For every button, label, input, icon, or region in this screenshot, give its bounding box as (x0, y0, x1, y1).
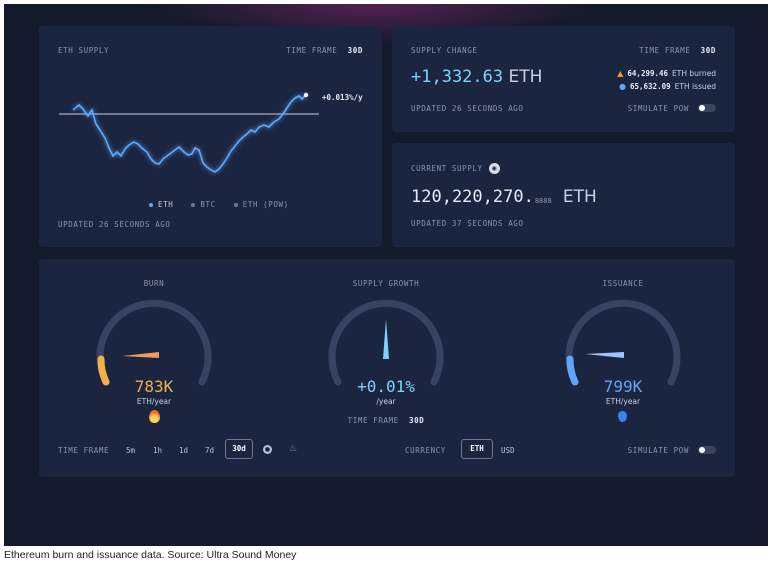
currency-usd[interactable]: USD (501, 446, 515, 455)
droplet-icon: ● (619, 82, 626, 91)
footer-simulate-pow-toggle[interactable] (698, 446, 716, 454)
fire-icon: ▲ (617, 69, 624, 78)
issuance-gauge-track (565, 299, 681, 386)
current-supply-card: CURRENT SUPPLY ◉ 120,220,270. 8888 ETH U… (392, 143, 735, 247)
eth-series-end-marker (303, 92, 309, 98)
current-supply-title: CURRENT SUPPLY (411, 164, 483, 173)
legend-item-eth[interactable]: ETH (149, 200, 173, 209)
simulate-pow-toggle[interactable] (698, 104, 716, 112)
burn-gauge-fill (97, 355, 110, 386)
supply-change-rate: +0.013%/y (322, 93, 363, 102)
issuance-needle (585, 352, 624, 358)
issuance-value: 799K (603, 377, 643, 396)
eth-supply-title: ETH SUPPLY (58, 46, 110, 55)
gauges-card: BURN 783K ETH/year SUPPLY GROWTH +0.01% … (39, 259, 735, 477)
time-frame-1d[interactable]: 1d (179, 446, 189, 455)
eth-supply-card: ETH SUPPLY TIME FRAME 30d +0.013%/y ETH (39, 26, 382, 247)
burn-gauge-track (96, 299, 212, 386)
burned-row: ▲ 64,299.46 ETH burned (617, 69, 716, 78)
supply-growth-value: +0.01% (357, 377, 415, 396)
supply-growth-needle (383, 319, 389, 359)
time-frame-30d[interactable]: 30d (225, 439, 253, 459)
issuance-gauge-fill (566, 355, 579, 386)
merge-icon[interactable]: ● (263, 445, 272, 454)
issuance-unit: ETH/year (605, 397, 641, 406)
time-frame-1h[interactable]: 1h (153, 446, 163, 455)
supply-growth-gauge-track (328, 299, 444, 386)
time-frame-7d[interactable]: 7d (205, 446, 215, 455)
supply-change-title: SUPPLY CHANGE (411, 46, 478, 55)
legend-dot-icon (191, 202, 196, 207)
fire-icon (149, 410, 160, 423)
burn-needle (122, 352, 159, 358)
legend-item-eth-pow[interactable]: ETH (PoW) (233, 200, 289, 209)
supply-growth-title: SUPPLY GROWTH (352, 279, 420, 288)
simulate-pow-label: SIMULATE PoW (627, 104, 689, 113)
droplet-icon (618, 411, 627, 422)
issuance-gauge (565, 299, 681, 386)
supply-growth-gauge (328, 299, 444, 386)
current-supply-value: 120,220,270. 8888 ETH (411, 187, 597, 207)
currency-label: CURRENCY (405, 446, 446, 455)
burn-unit: ETH/year (136, 397, 172, 406)
current-supply-header: CURRENT SUPPLY ◉ (411, 163, 500, 174)
dashboard: ETH SUPPLY TIME FRAME 30d +0.013%/y ETH (4, 4, 768, 546)
legend-dot-icon (149, 202, 153, 207)
supply-growth-time-frame[interactable]: TIME FRAME 30d (347, 416, 425, 425)
burn-title: BURN (143, 279, 165, 288)
currency-eth[interactable]: ETH (461, 439, 493, 459)
eth-supply-time-frame[interactable]: TIME FRAME 30d (286, 46, 363, 55)
since-burn-icon[interactable]: ♨ (289, 444, 298, 454)
issued-row: ● 65,632.09 ETH issued (619, 82, 716, 91)
legend-dot-icon (233, 202, 238, 207)
burn-gauge (96, 299, 212, 386)
time-frame-5m[interactable]: 5m (126, 446, 136, 455)
supply-growth-unit: /year (376, 397, 396, 406)
issuance-title: ISSUANCE (602, 279, 644, 288)
supply-change-updated: UPDATED 26 SECONDS AGO (411, 104, 524, 113)
footer-simulate-pow-label: SIMULATE PoW (627, 446, 689, 455)
supply-change-card: SUPPLY CHANGE TIME FRAME 30d +1,332.63 E… (392, 26, 735, 132)
time-frame-label: TIME FRAME (58, 446, 110, 455)
chart-legend: ETH BTC ETH (PoW) (149, 200, 289, 209)
eth-series-line (72, 93, 308, 173)
supply-change-value: +1,332.63 ETH (411, 67, 543, 87)
eth-supply-chart (59, 92, 319, 173)
burn-value: 783K (134, 377, 174, 396)
supply-change-time-frame[interactable]: TIME FRAME 30d (639, 46, 716, 55)
eth-supply-updated: UPDATED 26 SECONDS AGO (58, 220, 171, 229)
legend-item-btc[interactable]: BTC (191, 200, 215, 209)
image-caption: Ethereum burn and issuance data. Source:… (4, 549, 297, 561)
current-supply-updated: UPDATED 37 SECONDS AGO (411, 219, 524, 228)
glasses-icon: ◉ (488, 163, 500, 174)
